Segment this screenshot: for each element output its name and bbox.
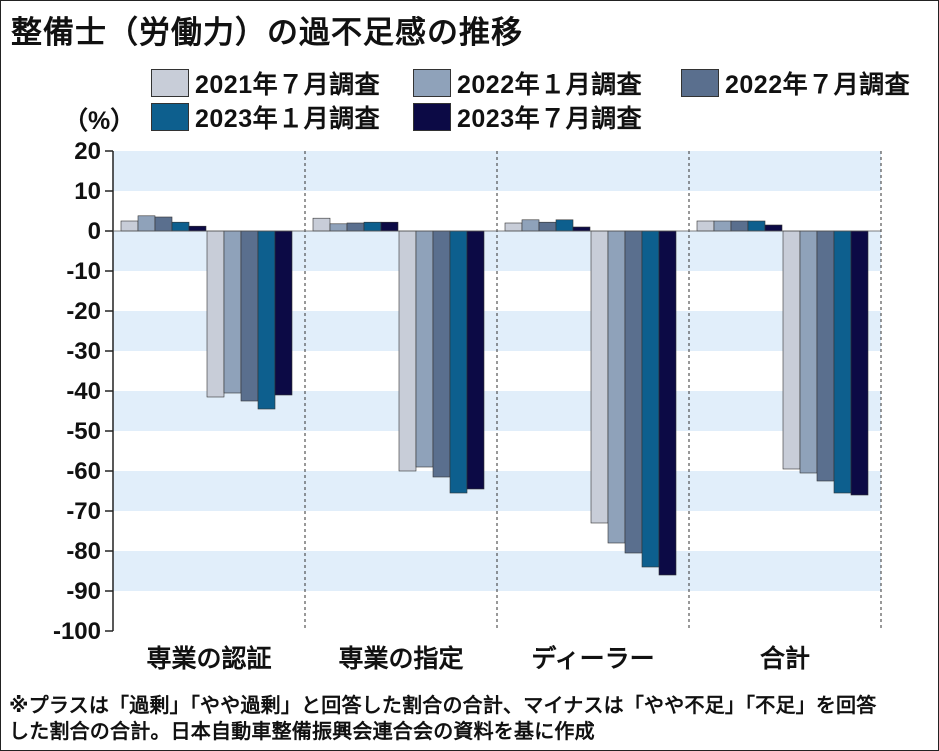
legend-swatch: [681, 69, 719, 97]
y-tick-label: -10: [66, 258, 101, 285]
bar-positive: [312, 217, 331, 232]
bar-positive: [188, 225, 207, 232]
bar-positive: [521, 219, 540, 232]
legend-label: 2021年７月調査: [195, 71, 381, 99]
bar-negative: [816, 230, 835, 482]
bar-negative: [658, 230, 677, 576]
legend-label: 2022年７月調査: [725, 71, 911, 99]
bar-positive: [730, 220, 749, 232]
y-tick-label: -20: [66, 298, 101, 325]
bar-negative: [607, 230, 626, 544]
bar-positive: [713, 220, 732, 232]
bar-positive: [329, 223, 348, 232]
bar-positive: [380, 221, 399, 232]
bar-positive: [764, 224, 783, 232]
y-axis-unit-label: （%）: [63, 107, 136, 135]
y-tick-label: -80: [66, 538, 101, 565]
bar-positive: [171, 221, 190, 232]
bar-positive: [363, 221, 382, 232]
bar-negative: [799, 230, 818, 474]
y-tick-label: -90: [66, 578, 101, 605]
bar-positive: [747, 220, 766, 232]
bar-negative: [257, 230, 276, 410]
bars: [120, 215, 869, 576]
bar-negative: [641, 230, 660, 568]
legend-swatch: [413, 103, 451, 131]
y-tick-label: -50: [66, 418, 101, 445]
chart-title: 整備士（労働力）の過不足感の推移: [11, 15, 523, 50]
y-tick-label: -70: [66, 498, 101, 525]
legend-item-2023-01: 2023年１月調査: [151, 102, 381, 133]
bar-positive: [154, 216, 173, 232]
bar-negative: [274, 230, 293, 396]
bar-negative: [398, 230, 417, 472]
bar-positive: [346, 222, 365, 232]
legend-item-2021-07: 2021年７月調査: [151, 68, 381, 99]
bar-negative: [432, 230, 451, 478]
footnote-line-1: ※プラスは「過剰」「やや過剰」と回答した割合の合計、マイナスは「やや不足」「不足…: [9, 695, 877, 717]
legend-label: 2023年１月調査: [195, 105, 381, 133]
bar-positive: [572, 226, 591, 232]
bar-negative: [624, 230, 643, 554]
legend-label: 2023年７月調査: [457, 105, 643, 133]
y-tick-label: 20: [74, 138, 101, 165]
legend-item-2023-07: 2023年７月調査: [413, 102, 643, 133]
legend-label: 2022年１月調査: [457, 71, 643, 99]
category-label: ディーラー: [531, 644, 654, 673]
bar-positive: [120, 220, 139, 232]
y-tick-label: -100: [53, 618, 101, 645]
bar-negative: [206, 230, 225, 398]
legend-swatch: [151, 69, 189, 97]
bar-negative: [782, 230, 801, 470]
bar-negative: [240, 230, 259, 402]
bar-negative: [223, 230, 242, 394]
footnote: ※プラスは「過剰」「やや過剰」と回答した割合の合計、マイナスは「やや不足」「不足…: [9, 693, 929, 745]
bar-positive: [555, 219, 574, 232]
category-label: 専業の指定: [338, 644, 463, 673]
y-tick-label: -30: [66, 338, 101, 365]
bar-chart-plot: 20 10 0 -10 -20 -30 -40 -50 -60 -70 -80 -90 -100 専業の…: [53, 138, 882, 673]
legend-item-2022-07: 2022年７月調査: [681, 68, 911, 99]
legend-swatch: [413, 69, 451, 97]
bar-negative: [850, 230, 869, 496]
y-tick-label: 10: [74, 178, 101, 205]
bar-positive: [504, 222, 523, 232]
y-tick-label: 0: [88, 218, 101, 245]
y-axis: [105, 150, 881, 632]
bar-negative: [590, 230, 609, 524]
y-tick-labels: 20 10 0 -10 -20 -30 -40 -50 -60 -70 -80 -90 -100: [53, 138, 101, 645]
y-tick-label: -60: [66, 458, 101, 485]
legend-item-2022-01: 2022年１月調査: [413, 68, 643, 99]
legend-swatch: [151, 103, 189, 131]
bar-positive: [538, 221, 557, 232]
bar-positive: [696, 220, 715, 232]
footnote-line-2: した割合の合計。日本自動車整備振興会連合会の資料を基に作成: [9, 721, 595, 743]
category-label: 専業の認証: [146, 644, 271, 673]
bar-negative: [833, 230, 852, 494]
bar-negative: [415, 230, 434, 468]
bar-negative: [449, 230, 468, 494]
y-tick-label: -40: [66, 378, 101, 405]
category-label: 合計: [760, 644, 810, 673]
bar-negative: [466, 230, 485, 490]
category-labels: 専業の認証 専業の指定 ディーラー 合計: [146, 644, 810, 673]
bar-positive: [137, 215, 156, 232]
